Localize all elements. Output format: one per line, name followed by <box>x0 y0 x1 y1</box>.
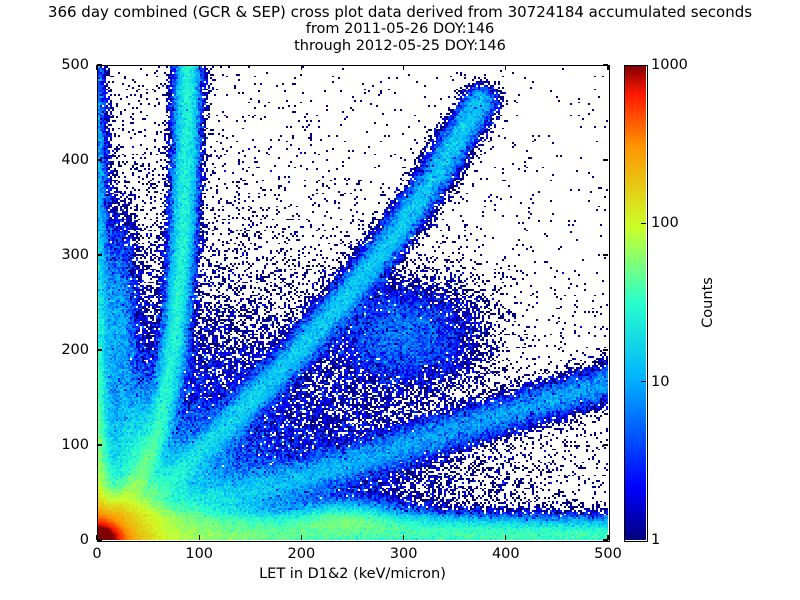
y-tick-right-200 <box>603 349 608 351</box>
y-tick-300 <box>97 254 102 256</box>
x-tick-top-400 <box>505 65 507 70</box>
y-ticklabel-300: 300 <box>61 247 89 263</box>
x-tick-top-500 <box>607 65 609 70</box>
y-tick-100 <box>97 444 102 446</box>
colorbar-gradient <box>624 65 646 540</box>
x-axis-label: LET in D1&2 (keV/micron) <box>259 566 446 582</box>
plot-title: 366 day combined (GCR & SEP) cross plot … <box>0 3 800 55</box>
x-tick-top-100 <box>198 65 200 70</box>
y-tick-0 <box>97 539 102 541</box>
x-tick-100 <box>198 535 200 540</box>
y-ticklabel-0: 0 <box>79 532 89 548</box>
y-ticklabel-200: 200 <box>61 342 89 358</box>
x-tick-top-0 <box>96 65 98 70</box>
colorbar-ticklabel-1: 1 <box>651 532 661 548</box>
y-ticklabel-100: 100 <box>61 437 89 453</box>
y-tick-right-500 <box>603 64 608 66</box>
y-ticklabel-500: 500 <box>61 57 89 73</box>
x-tick-500 <box>607 535 609 540</box>
colorbar-ticklabel-1000: 1000 <box>651 57 688 73</box>
density-heatmap <box>97 65 608 540</box>
title-line-3: through 2012-05-25 DOY:146 <box>294 38 506 55</box>
y-tick-200 <box>97 349 102 351</box>
x-ticklabel-200: 200 <box>287 546 316 562</box>
x-ticklabel-300: 300 <box>389 546 418 562</box>
x-tick-300 <box>403 535 405 540</box>
colorbar-label: Counts <box>700 277 716 328</box>
y-tick-400 <box>97 159 102 161</box>
x-ticklabel-400: 400 <box>491 546 520 562</box>
y-tick-right-300 <box>603 254 608 256</box>
colorbar-title-wrap: Counts <box>700 65 720 540</box>
x-tick-top-300 <box>403 65 405 70</box>
y-ticklabel-400: 400 <box>61 152 89 168</box>
y-tick-right-0 <box>603 539 608 541</box>
colorbar-tick-100 <box>641 222 646 224</box>
x-ticklabel-500: 500 <box>594 546 622 562</box>
colorbar-ticklabel-10: 10 <box>651 373 670 390</box>
y-tick-right-400 <box>603 159 608 161</box>
y-tick-right-100 <box>603 444 608 446</box>
y-tick-500 <box>97 64 102 66</box>
x-tick-200 <box>300 535 302 540</box>
x-tick-400 <box>505 535 507 540</box>
title-line-2: from 2011-05-26 DOY:146 <box>305 21 495 38</box>
colorbar-tick-10 <box>641 381 646 383</box>
x-ticklabel-0: 0 <box>92 546 102 562</box>
y-axis-label-wrap: LET in D5&6 (keV/micron) <box>22 65 42 540</box>
x-tick-0 <box>96 535 98 540</box>
colorbar-ticklabel-100: 100 <box>651 215 679 232</box>
title-line-1: 366 day combined (GCR & SEP) cross plot … <box>47 3 753 21</box>
x-ticklabel-100: 100 <box>185 546 214 562</box>
x-tick-top-200 <box>300 65 302 70</box>
